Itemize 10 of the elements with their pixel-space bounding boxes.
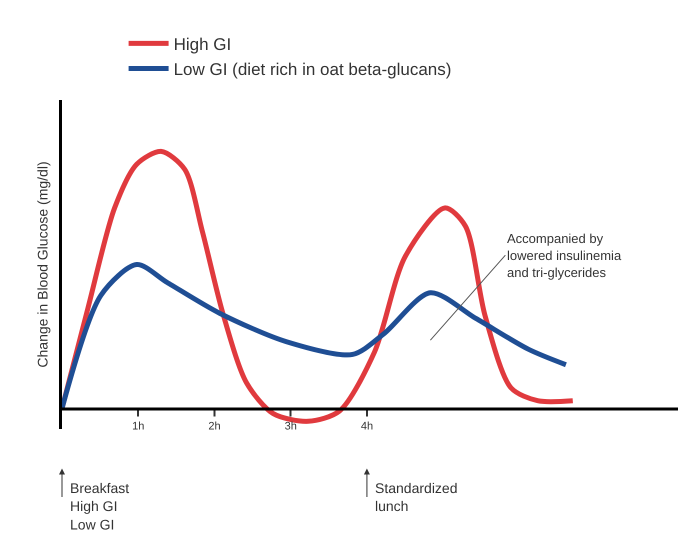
x-tick-label: 4h (360, 420, 374, 433)
x-tick-label: 1h (132, 420, 144, 433)
text: Standardized lunch (375, 480, 458, 514)
legend-label: Low GI (diet rich in oat beta-glucans) (174, 60, 452, 80)
annotation: Accompanied by lowered insulinemia and tri-glycerides (507, 231, 622, 280)
x-tick-label: 2h (208, 420, 221, 433)
x-tick-label: 3h (284, 420, 297, 433)
legend-label: High GI (174, 35, 232, 54)
y-axis-title: Change in Blood Glucose (mg/dl) (34, 161, 51, 368)
text: Breakfast High GI Low GI (70, 480, 130, 532)
